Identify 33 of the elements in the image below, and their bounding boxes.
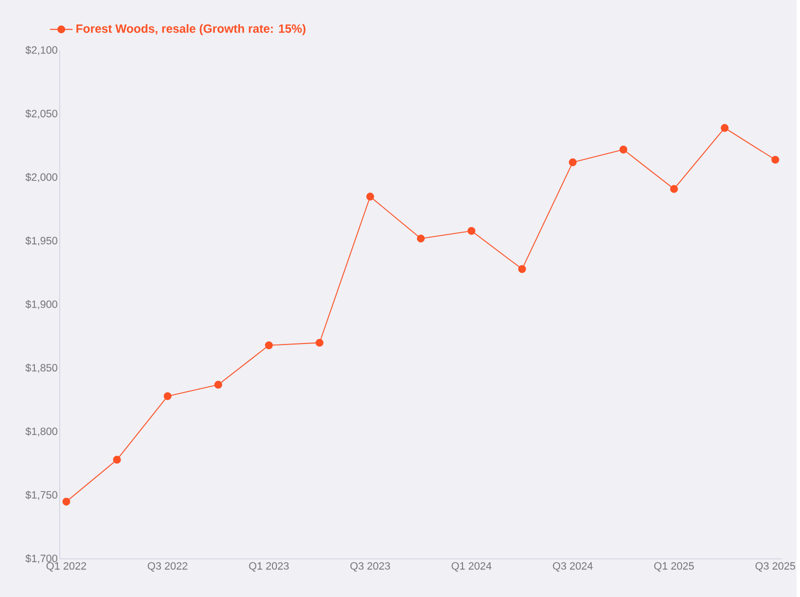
point: [264, 341, 273, 350]
point: [164, 392, 172, 400]
x-tick-label: Q1 2025: [654, 562, 694, 572]
point: [771, 156, 780, 164]
y-tick-label: $2,000: [25, 172, 58, 182]
point: [568, 158, 577, 166]
point: [366, 192, 374, 200]
y-tick-label: $1,850: [25, 363, 58, 373]
point: [62, 498, 70, 506]
point: [518, 264, 526, 273]
y-tick-label: $2,100: [25, 46, 58, 55]
point: [670, 184, 678, 193]
x-tick-label: Q1 2022: [46, 562, 86, 572]
point: [113, 456, 121, 464]
x-tick-label: Q3 2023: [350, 562, 390, 572]
x-tick-label: Q1 2024: [452, 562, 492, 572]
y-tick-label: $1,900: [25, 300, 58, 310]
y-tick-label: $1,700: [25, 554, 58, 564]
x-tick-label: Q3 2025: [756, 562, 796, 572]
y-tick-label: $1,800: [25, 426, 58, 436]
x-tick-label: Q1 2023: [249, 562, 289, 572]
point: [214, 380, 222, 388]
x-tick-label: Q3 2022: [148, 562, 188, 572]
y-tick-label: $1,750: [25, 490, 58, 500]
y-tick-label: $2,050: [25, 109, 58, 118]
point: [720, 124, 729, 132]
point: [416, 234, 425, 242]
point: [619, 145, 628, 154]
legend-label: Forest Woods, resale (Growth rate: 15%): [76, 24, 306, 36]
y-tick-label: $1,950: [25, 236, 58, 246]
x-tick-label: Q3 2024: [552, 562, 593, 572]
point: [316, 338, 324, 347]
point: [468, 226, 476, 235]
